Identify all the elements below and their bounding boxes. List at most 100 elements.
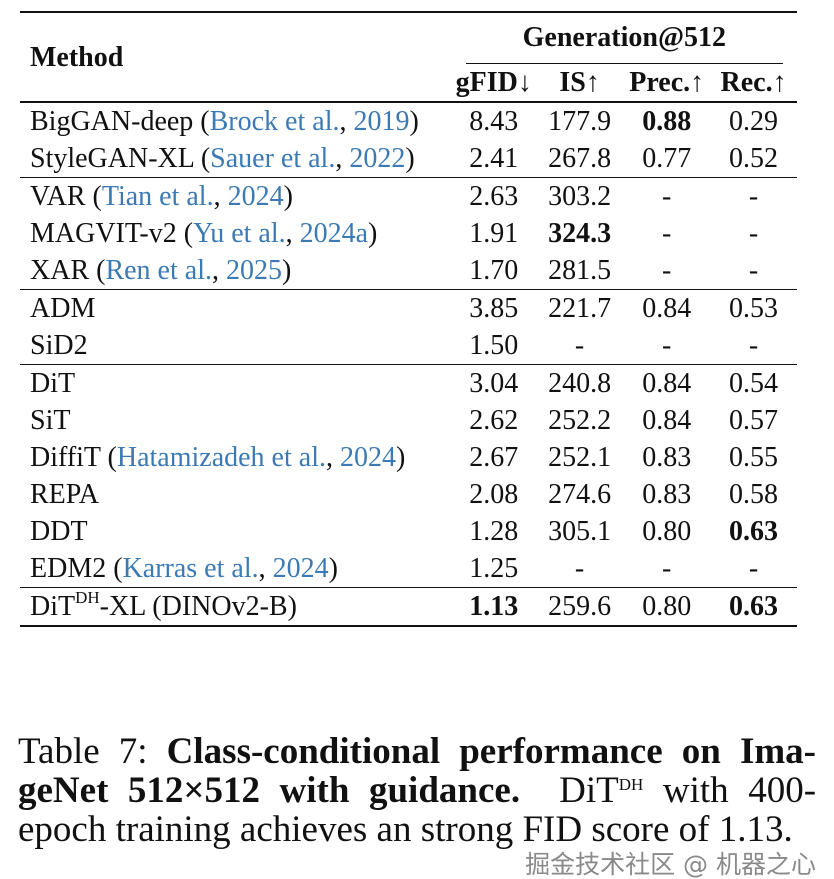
- value-cell: -: [748, 330, 759, 361]
- caption-body: with 400-epoch training achieves an stro…: [18, 770, 817, 850]
- value-cell: 1.28: [469, 516, 519, 547]
- table-group: DiT 3.04 240.8 0.84 0.54 SiT 2.62 252.2 0.84 0.57…: [20, 364, 797, 588]
- citation-author-link[interactable]: Sauer et al.: [210, 143, 336, 174]
- value-cell: 267.8: [548, 143, 612, 174]
- value-cell: 0.57: [729, 405, 779, 436]
- value-cell: 324.3: [548, 218, 612, 249]
- table-row: SiT 2.62 252.2 0.84 0.57: [20, 402, 797, 439]
- value-cell: 305.1: [548, 516, 612, 547]
- citation-year-link[interactable]: 2024a: [299, 218, 369, 249]
- value-cell: 0.84: [642, 368, 692, 399]
- citation-year-link[interactable]: 2025: [225, 255, 282, 286]
- method-cell: DiT: [20, 365, 452, 403]
- value-cell: -: [662, 553, 672, 584]
- value-cell: -: [662, 218, 672, 249]
- value-cell: 274.6: [548, 479, 612, 510]
- citation-author-link[interactable]: Yu et al.: [193, 218, 286, 249]
- table-row: XAR (Ren et al., 2025) 1.70 281.5 - -: [20, 252, 797, 290]
- generation-group-header: Generation@512: [452, 12, 797, 64]
- value-cell: -: [662, 330, 672, 361]
- method-cell: MAGVIT-v2 (Yu et al., 2024a): [30, 218, 378, 249]
- value-cell: 1.91: [469, 218, 519, 249]
- value-cell: 0.84: [642, 405, 692, 436]
- value-cell: 2.67: [469, 442, 519, 473]
- table-row: VAR (Tian et al., 2024) 2.63 303.2 - -: [20, 178, 797, 216]
- table-caption: Table 7: Class-conditional performance o…: [18, 732, 816, 849]
- value-cell: 0.29: [729, 106, 779, 137]
- method-name: SiT: [30, 405, 71, 436]
- value-cell: 0.84: [642, 293, 692, 324]
- value-cell: 3.85: [469, 293, 519, 324]
- value-cell: 0.80: [642, 516, 692, 547]
- value-cell: -: [574, 330, 585, 361]
- method-header: Method: [30, 41, 124, 73]
- results-table: Method Generation@512 gFID↓ IS↑ Prec.↑ R…: [20, 11, 797, 627]
- table-row: SiD2 1.50 - - -: [20, 327, 797, 365]
- method-superscript: DH: [75, 588, 100, 607]
- citation-author-link[interactable]: Karras et al.: [122, 553, 259, 584]
- method-cell: VAR (Tian et al., 2024): [30, 181, 293, 212]
- watermark: 掘金技术社区 @ 机器之心: [525, 850, 816, 879]
- citation-year-link[interactable]: 2024: [339, 442, 396, 473]
- table-row: BigGAN-deep (Brock et al., 2019) 8.43 177.…: [20, 102, 797, 140]
- generation-group-label: Generation@512: [465, 13, 783, 64]
- method-cell: DDT: [20, 513, 452, 550]
- value-cell: 221.7: [548, 293, 612, 324]
- caption-label: Table 7:: [18, 731, 148, 772]
- method-cell: BigGAN-deep (Brock et al., 2019): [30, 106, 419, 137]
- value-cell: 2.63: [469, 181, 519, 212]
- value-cell: 1.25: [469, 553, 519, 584]
- value-cell: -: [574, 553, 585, 584]
- table-group: DiTDH-XL (DINOv2-B) 1.13 259.6 0.80 0.63: [20, 587, 797, 627]
- value-cell: -: [748, 255, 759, 286]
- citation-year-link[interactable]: 2024: [227, 181, 284, 212]
- table-row: REPA 2.08 274.6 0.83 0.58: [20, 476, 797, 513]
- citation-author-link[interactable]: Tian et al.: [101, 181, 214, 212]
- value-cell: 2.08: [469, 479, 519, 510]
- value-cell: 2.41: [469, 143, 519, 174]
- citation-author-link[interactable]: Ren et al.: [105, 255, 212, 286]
- value-cell: -: [662, 181, 672, 212]
- method-cell: REPA: [20, 476, 452, 513]
- method-name: DiffiT: [30, 442, 101, 473]
- table-row: DiTDH-XL (DINOv2-B) 1.13 259.6 0.80 0.63: [20, 588, 797, 627]
- value-cell: 252.1: [548, 442, 612, 473]
- value-cell: 303.2: [548, 181, 612, 212]
- table-row: MAGVIT-v2 (Yu et al., 2024a) 1.91 324.3 - -: [20, 215, 797, 252]
- value-cell: 0.77: [642, 143, 692, 174]
- method-name: DiT: [30, 368, 76, 399]
- col-gfid: gFID↓: [455, 67, 532, 98]
- value-cell: 0.55: [729, 442, 779, 473]
- caption-title: Class-conditional performance on Ima­geN…: [18, 731, 816, 811]
- col-is: IS↑: [559, 67, 600, 98]
- table-row: EDM2 (Karras et al., 2024) 1.25 - - -: [20, 550, 797, 588]
- method-cell: StyleGAN-XL (Sauer et al., 2022): [30, 143, 415, 174]
- method-suffix: -XL (DINOv2-B): [99, 591, 297, 622]
- method-cell: XAR (Ren et al., 2025): [30, 255, 292, 286]
- value-cell: 259.6: [548, 591, 612, 622]
- table-group: ADM 3.85 221.7 0.84 0.53 SiD2 1.50 - - -: [20, 289, 797, 365]
- method-name: MAGVIT-v2: [30, 218, 177, 249]
- caption-model: DiT: [559, 770, 619, 811]
- table-group: BigGAN-deep (Brock et al., 2019) 8.43 177.…: [20, 102, 797, 178]
- method-cell: DiffiT (Hatamizadeh et al., 2024): [30, 442, 406, 473]
- table-row: DDT 1.28 305.1 0.80 0.63: [20, 513, 797, 550]
- value-cell: 0.80: [642, 591, 692, 622]
- table-row: DiT 3.04 240.8 0.84 0.54: [20, 365, 797, 403]
- citation-author-link[interactable]: Hatamizadeh et al.: [116, 442, 326, 473]
- value-cell: 0.54: [729, 368, 779, 399]
- value-cell: 0.53: [729, 293, 779, 324]
- table-row: StyleGAN-XL (Sauer et al., 2022) 2.41 267.…: [20, 140, 797, 178]
- value-cell: 3.04: [469, 368, 519, 399]
- value-cell: 177.9: [548, 106, 612, 137]
- col-precision: Prec.↑: [629, 67, 705, 98]
- citation-year-link[interactable]: 2019: [353, 106, 410, 137]
- method-name: SiD2: [30, 330, 88, 361]
- value-cell: 0.63: [729, 516, 779, 547]
- method-name: XAR: [30, 255, 90, 286]
- citation-year-link[interactable]: 2022: [349, 143, 406, 174]
- method-cell: SiT: [20, 402, 452, 439]
- caption-model-sup: DH: [618, 775, 644, 794]
- citation-year-link[interactable]: 2024: [272, 553, 329, 584]
- citation-author-link[interactable]: Brock et al.: [209, 106, 340, 137]
